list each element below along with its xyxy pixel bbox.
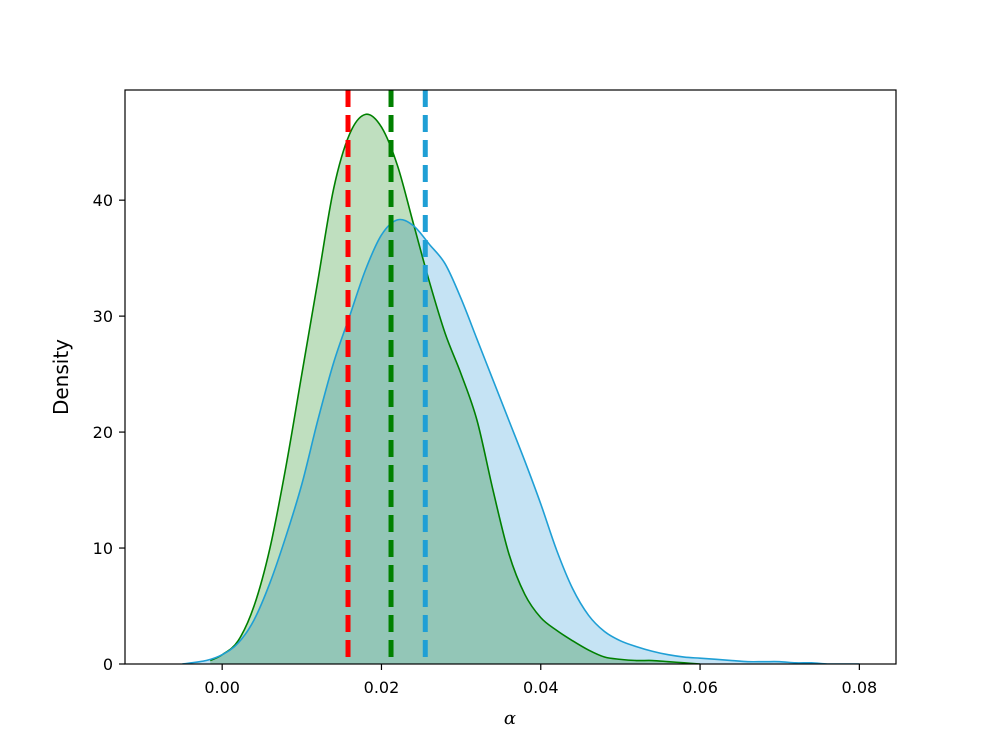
reference-lines xyxy=(345,90,428,664)
axes-frame xyxy=(124,89,897,665)
x-tick-label: 0.02 xyxy=(364,678,400,697)
y-tick-label: 10 xyxy=(93,539,113,558)
y-axis-ticks: 0 10 20 30 40 xyxy=(93,191,125,674)
y-axis-label: Density xyxy=(49,339,73,415)
y-tick-label: 0 xyxy=(103,655,113,674)
density-curve-1 xyxy=(182,218,860,664)
x-tick-label: 0.06 xyxy=(682,678,718,697)
x-axis-ticks: 0.00 0.02 0.04 0.06 0.08 xyxy=(204,664,877,697)
y-tick-label: 20 xyxy=(93,423,113,442)
x-tick-label: 0.00 xyxy=(204,678,240,697)
x-axis-label: α xyxy=(504,708,516,729)
x-tick-label: 0.04 xyxy=(523,678,559,697)
y-tick-label: 30 xyxy=(93,307,113,326)
y-tick-label: 40 xyxy=(93,191,113,210)
x-tick-label: 0.08 xyxy=(842,678,878,697)
density-area-1 xyxy=(182,219,860,664)
plot-area xyxy=(182,113,860,664)
density-curve-0 xyxy=(209,113,701,664)
